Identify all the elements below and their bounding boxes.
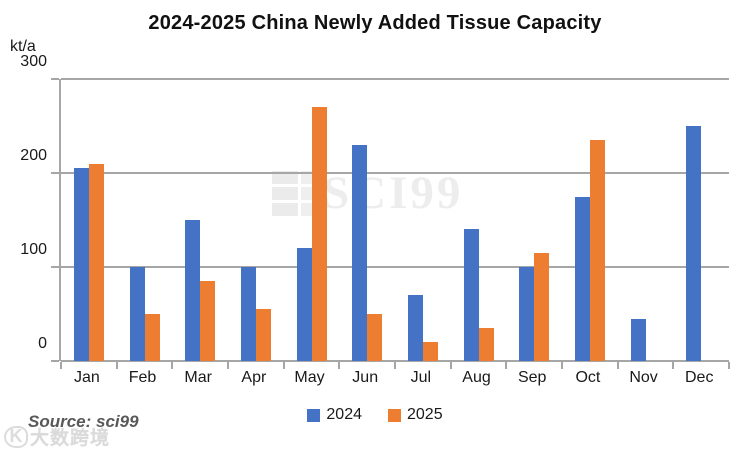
x-tick-mark — [338, 362, 341, 369]
bar-2024-sep — [519, 267, 535, 361]
sci99-logo-icon — [272, 171, 313, 216]
x-label-jun: Jun — [352, 369, 379, 386]
x-axis-labels: Jan Feb Mar Apr May Jun Jul Aug Sep Oct Nov Dec — [59, 369, 727, 387]
bar-group-aug — [451, 79, 507, 361]
y-tick-mark — [51, 172, 59, 175]
bar-2024-aug — [463, 229, 479, 361]
bar-2024-mar — [185, 220, 201, 361]
legend-label-2024: 2024 — [326, 406, 362, 423]
x-label-oct: Oct — [575, 369, 601, 386]
bar-2025-jul — [422, 342, 438, 361]
y-tick-label-200: 200 — [20, 147, 47, 165]
bar-groups — [61, 79, 729, 361]
x-tick-mark — [171, 362, 174, 369]
bar-group-nov — [618, 79, 674, 361]
x-tick-mark — [227, 362, 229, 369]
bar-2024-feb — [129, 267, 145, 361]
x-tick-mark — [394, 362, 396, 369]
bar-group-sep — [506, 79, 562, 361]
y-tick-mark — [51, 266, 59, 269]
y-tick-label-100: 100 — [20, 241, 47, 259]
bar-group-dec — [673, 79, 729, 361]
bar-2025-jan — [88, 163, 104, 361]
x-label-mar: Mar — [184, 369, 212, 386]
x-tick-mark — [505, 362, 508, 369]
source-label: Source: sci99 — [28, 412, 139, 431]
bar-2025-oct — [589, 140, 605, 361]
legend-item-2024: 2024 — [307, 406, 362, 424]
bar-group-mar — [172, 79, 228, 361]
bar-2024-apr — [240, 267, 256, 361]
legend-swatch-2025 — [388, 408, 401, 422]
bar-group-apr — [228, 79, 284, 361]
x-label-sep: Sep — [517, 369, 547, 386]
x-tick-mark — [449, 362, 452, 369]
x-tick-mark — [672, 362, 675, 369]
legend-item-2025: 2025 — [388, 406, 443, 424]
x-label-feb: Feb — [128, 369, 157, 386]
bar-2025-apr — [255, 309, 271, 361]
x-label-aug: Aug — [462, 369, 491, 386]
x-label-apr: Apr — [241, 369, 267, 386]
bar-2024-may — [296, 248, 312, 361]
x-axis-line — [61, 360, 729, 362]
x-tick-mark — [728, 362, 730, 369]
x-tick-mark — [60, 362, 62, 369]
gridline-200 — [61, 172, 729, 175]
gridline-100 — [61, 266, 729, 269]
x-tick-mark — [561, 362, 563, 369]
x-label-may: May — [294, 369, 325, 386]
bar-group-jun — [339, 79, 395, 361]
bar-2025-may — [311, 107, 327, 361]
legend-swatch-2024 — [307, 408, 321, 422]
y-axis-unit-label: kt/a — [10, 38, 36, 55]
bar-2025-aug — [478, 328, 494, 361]
x-label-jan: Jan — [73, 369, 100, 386]
bar-2025-feb — [144, 314, 160, 361]
legend: 2024 2025 — [0, 406, 750, 424]
x-label-nov: Nov — [629, 369, 658, 386]
bar-group-jan — [61, 79, 117, 361]
chart-title: 2024-2025 China Newly Added Tissue Capac… — [148, 12, 602, 34]
bar-2024-dec — [686, 126, 702, 361]
bar-2024-jul — [407, 295, 423, 361]
x-label-jul: Jul — [410, 369, 432, 386]
x-tick-mark — [282, 362, 285, 369]
bar-group-jul — [395, 79, 451, 361]
plot-area: 0 100 200 300 — [20, 53, 730, 369]
legend-label-2025: 2025 — [407, 406, 443, 423]
y-tick-label-0: 0 — [38, 335, 47, 352]
y-tick-mark — [51, 78, 59, 80]
bar-2025-sep — [534, 252, 550, 361]
x-tick-mark — [115, 362, 118, 369]
bar-2024-nov — [630, 318, 646, 361]
y-tick-label-300: 300 — [20, 53, 47, 70]
x-label-dec: Dec — [685, 369, 714, 386]
bar-2025-jun — [367, 314, 383, 361]
corner-watermark-text: 大数跨境 — [30, 428, 111, 449]
sci99-watermark-text: SCI99 — [323, 167, 464, 219]
bar-2024-jan — [73, 168, 89, 361]
bar-group-oct — [562, 79, 618, 361]
bar-2025-mar — [200, 281, 216, 361]
bar-2024-oct — [574, 196, 590, 361]
sci99-watermark: SCI99 — [272, 170, 463, 217]
gridline-300 — [61, 78, 729, 80]
x-tick-mark — [616, 362, 619, 369]
bar-group-may — [284, 79, 340, 361]
bar-2024-jun — [352, 144, 368, 361]
corner-watermark: K 大数跨境 — [4, 423, 110, 450]
bar-group-feb — [117, 79, 173, 361]
corner-watermark-logo-icon: K — [4, 425, 28, 448]
y-tick-mark — [51, 360, 59, 362]
